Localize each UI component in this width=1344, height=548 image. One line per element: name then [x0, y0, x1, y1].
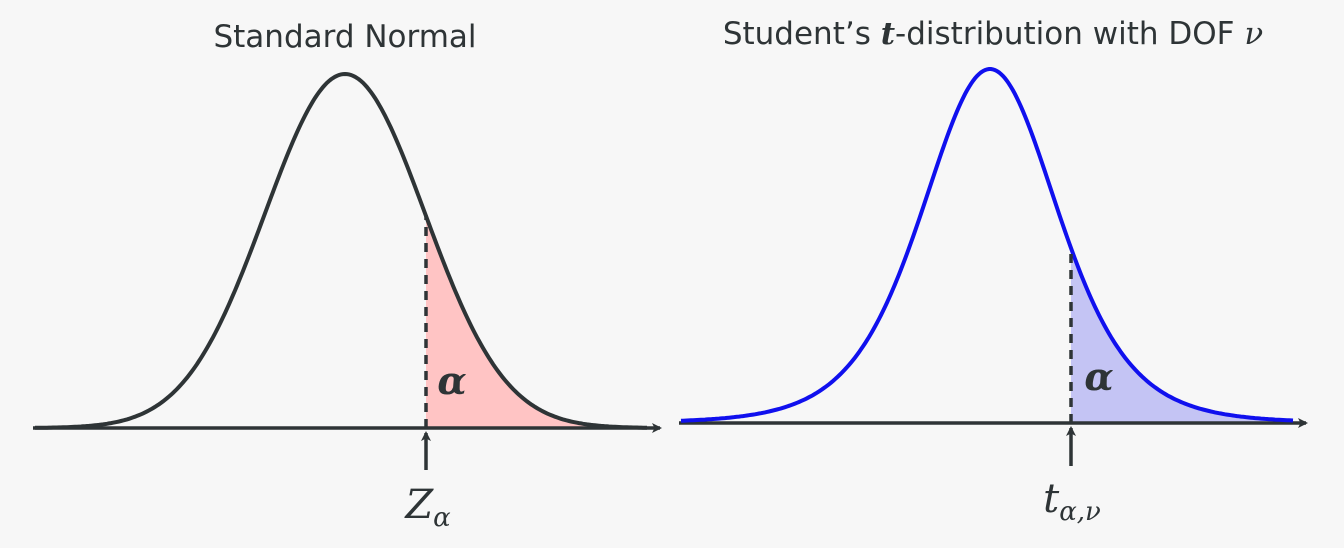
student-t-title-pre: Student’s — [723, 16, 881, 52]
normal-panel: Standard Normal α Zα — [33, 19, 662, 533]
student-t-title-var: t — [881, 16, 896, 52]
student-t-critical-sub: α,ν — [1059, 497, 1101, 527]
normal-title: Standard Normal — [213, 19, 476, 55]
student-t-title-nu: ν — [1244, 16, 1263, 52]
normal-critical-sub: α — [433, 503, 451, 533]
student-t-panel: Student’s t-distribution with DOF ν α tα… — [679, 16, 1308, 527]
student-t-alpha-label: α — [1084, 354, 1113, 399]
student-t-title: Student’s t-distribution with DOF ν — [723, 16, 1264, 52]
student-t-curve — [680, 67, 1294, 423]
normal-curve — [35, 71, 647, 430]
student-t-critical-main: t — [1043, 476, 1060, 522]
normal-tail-area — [426, 213, 648, 428]
student-t-critical-label: tα,ν — [1043, 476, 1101, 527]
student-t-title-post: -distribution with DOF — [895, 16, 1244, 52]
student-t-tail-area — [1071, 248, 1294, 423]
normal-critical-main: Z — [403, 482, 434, 528]
normal-alpha-label: α — [437, 358, 466, 403]
normal-critical-label: Zα — [403, 482, 451, 533]
